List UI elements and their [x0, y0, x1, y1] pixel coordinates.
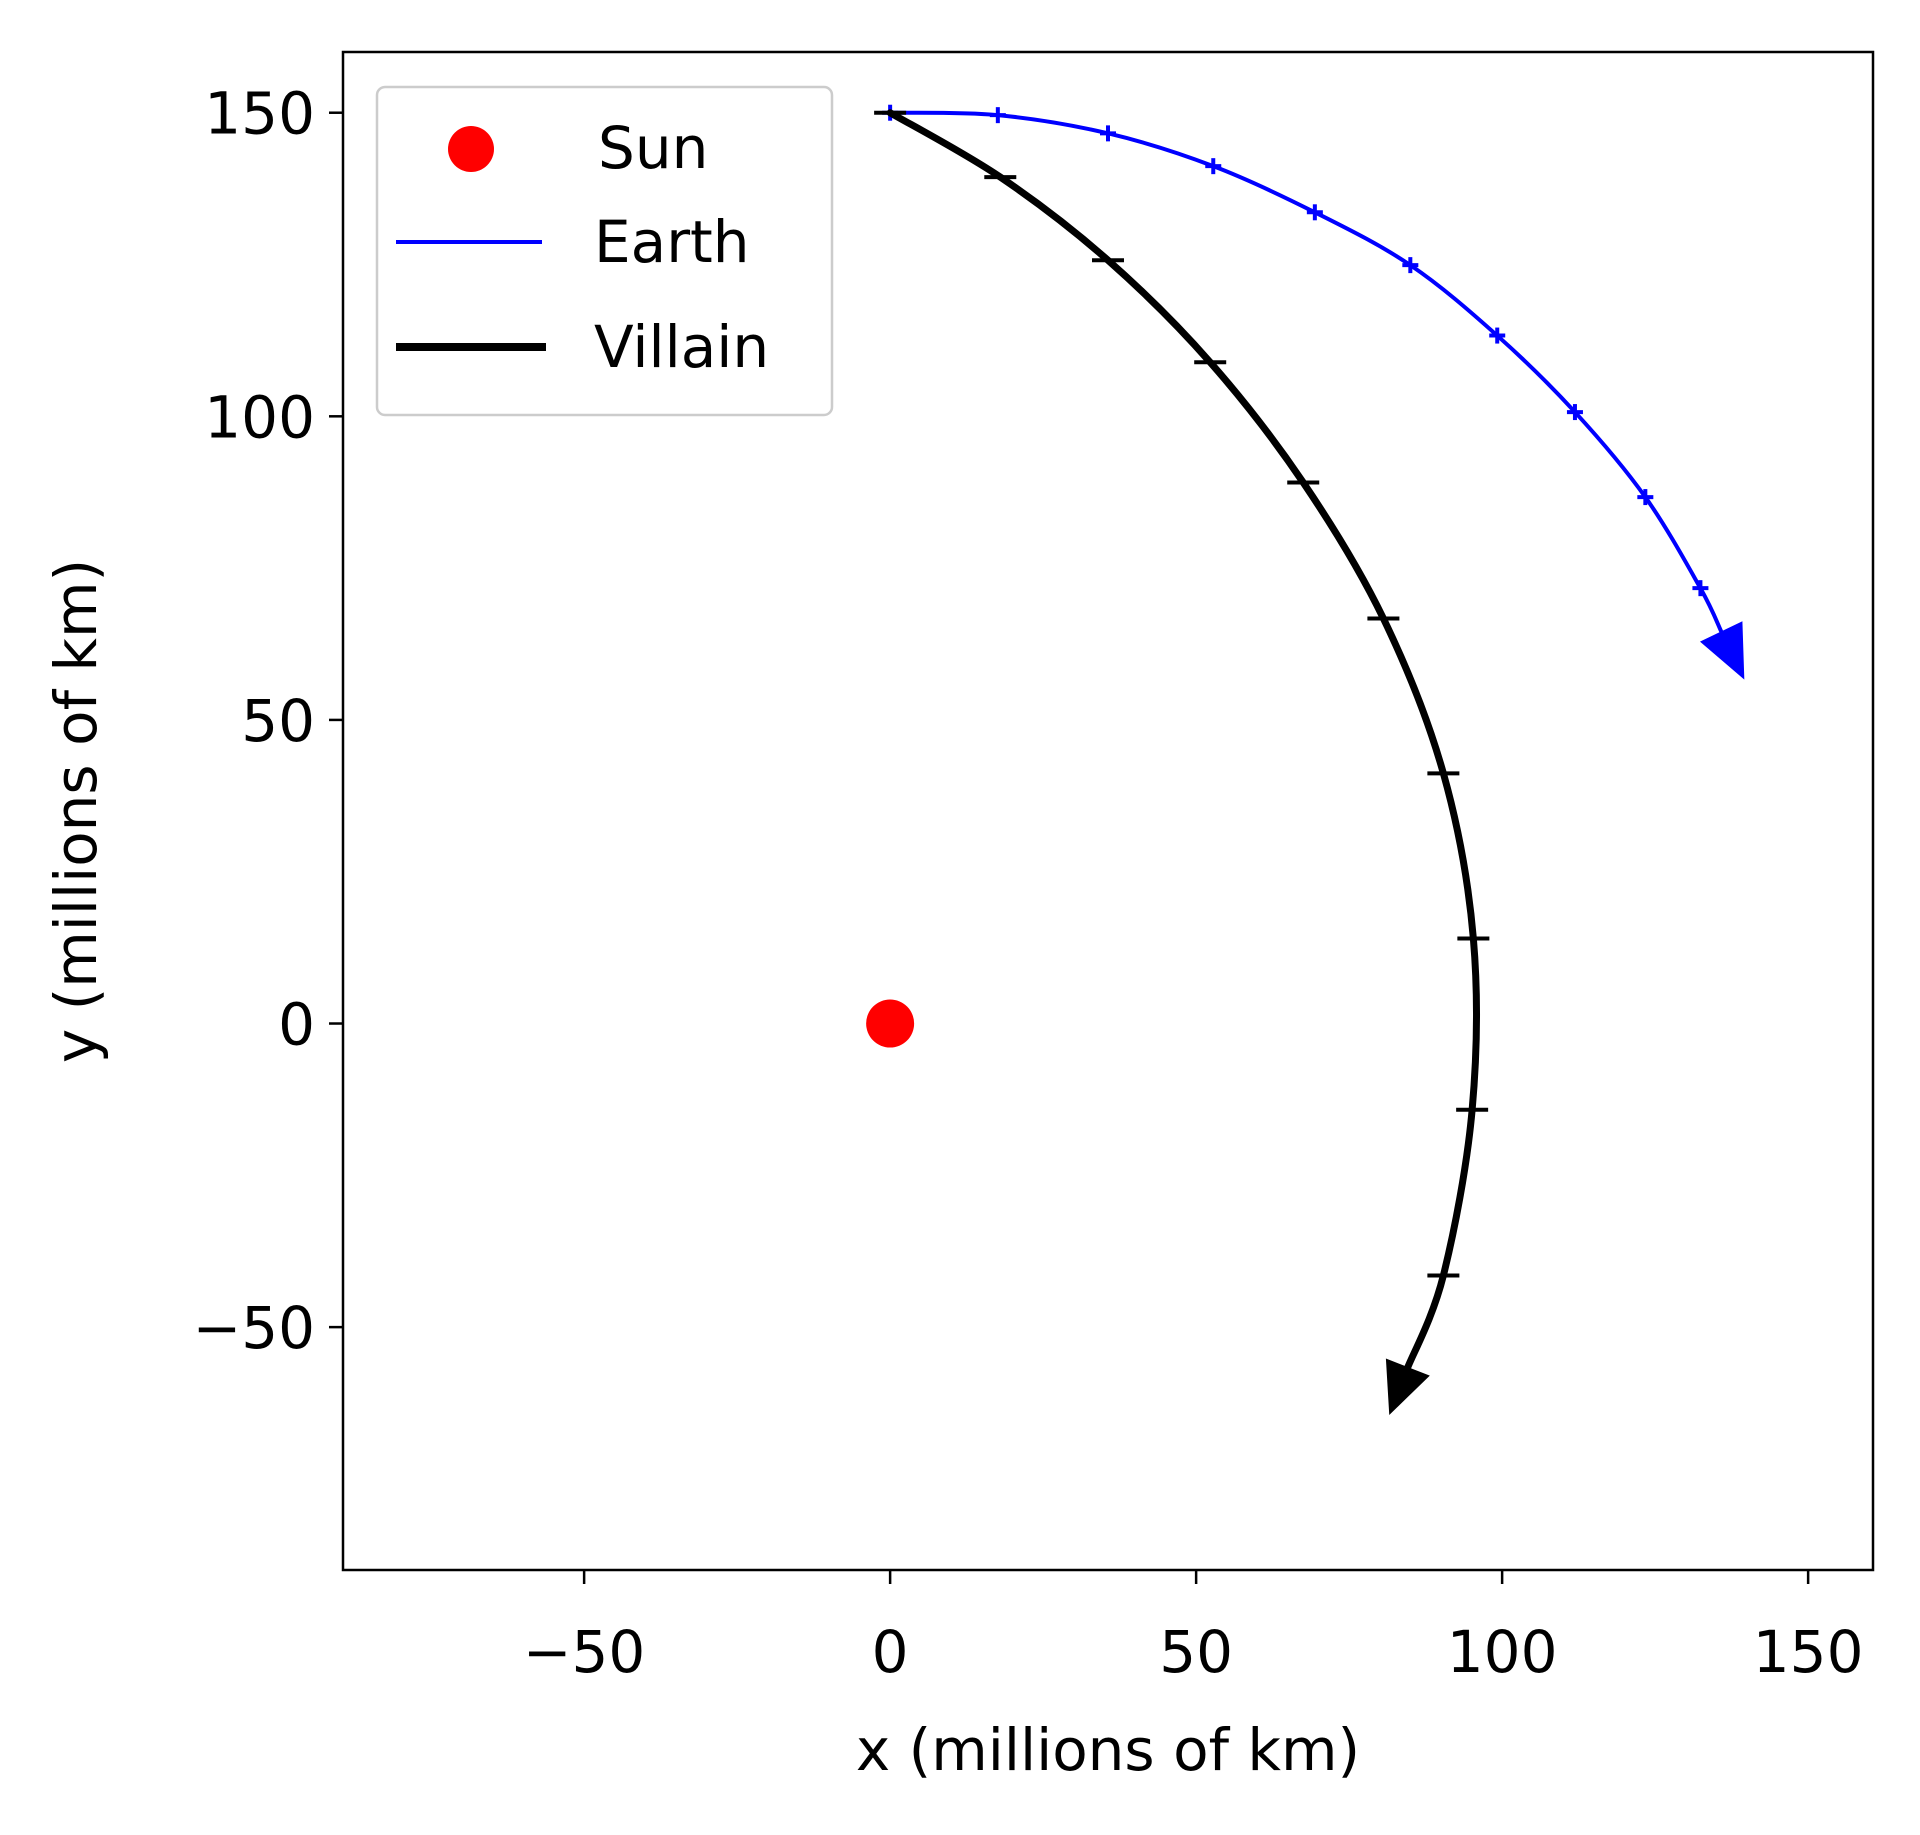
legend-box [375, 85, 834, 417]
y-axis-ticks: −50 0 50 100 150 [193, 80, 343, 1362]
y-tick-label: 50 [241, 687, 315, 755]
x-axis-ticks: −50 0 50 100 150 [523, 1570, 1864, 1686]
y-axis-label: y (millions of km) [42, 559, 110, 1063]
axes-frame [341, 50, 1875, 1572]
x-tick-label: 0 [872, 1618, 909, 1686]
plot-area [866, 104, 1745, 1415]
x-tick-label: 100 [1447, 1618, 1558, 1686]
earth-trajectory [888, 110, 1724, 635]
x-axis-label: x (millions of km) [856, 1716, 1360, 1784]
legend-label-earth: Earth [594, 208, 750, 276]
y-tick-label: 150 [204, 80, 315, 148]
legend-label-villain: Villain [594, 313, 769, 381]
series-villain [874, 109, 1490, 1415]
legend: Sun Earth Villain [375, 85, 834, 417]
legend-sun-marker [448, 126, 494, 172]
series-earth [882, 104, 1745, 680]
x-tick-label: 50 [1159, 1618, 1233, 1686]
x-tick-label: −50 [523, 1618, 645, 1686]
y-tick-label: 100 [204, 383, 315, 451]
y-tick-label: −50 [193, 1294, 315, 1362]
legend-label-sun: Sun [598, 114, 708, 182]
earth-arrowhead-icon [1699, 621, 1745, 680]
y-tick-label: 0 [278, 991, 315, 1059]
sun-marker [866, 999, 915, 1048]
villain-trajectory [886, 109, 1480, 1372]
villain-arrowhead-icon [1385, 1358, 1430, 1415]
series-sun [866, 999, 915, 1048]
x-tick-label: 150 [1753, 1618, 1864, 1686]
